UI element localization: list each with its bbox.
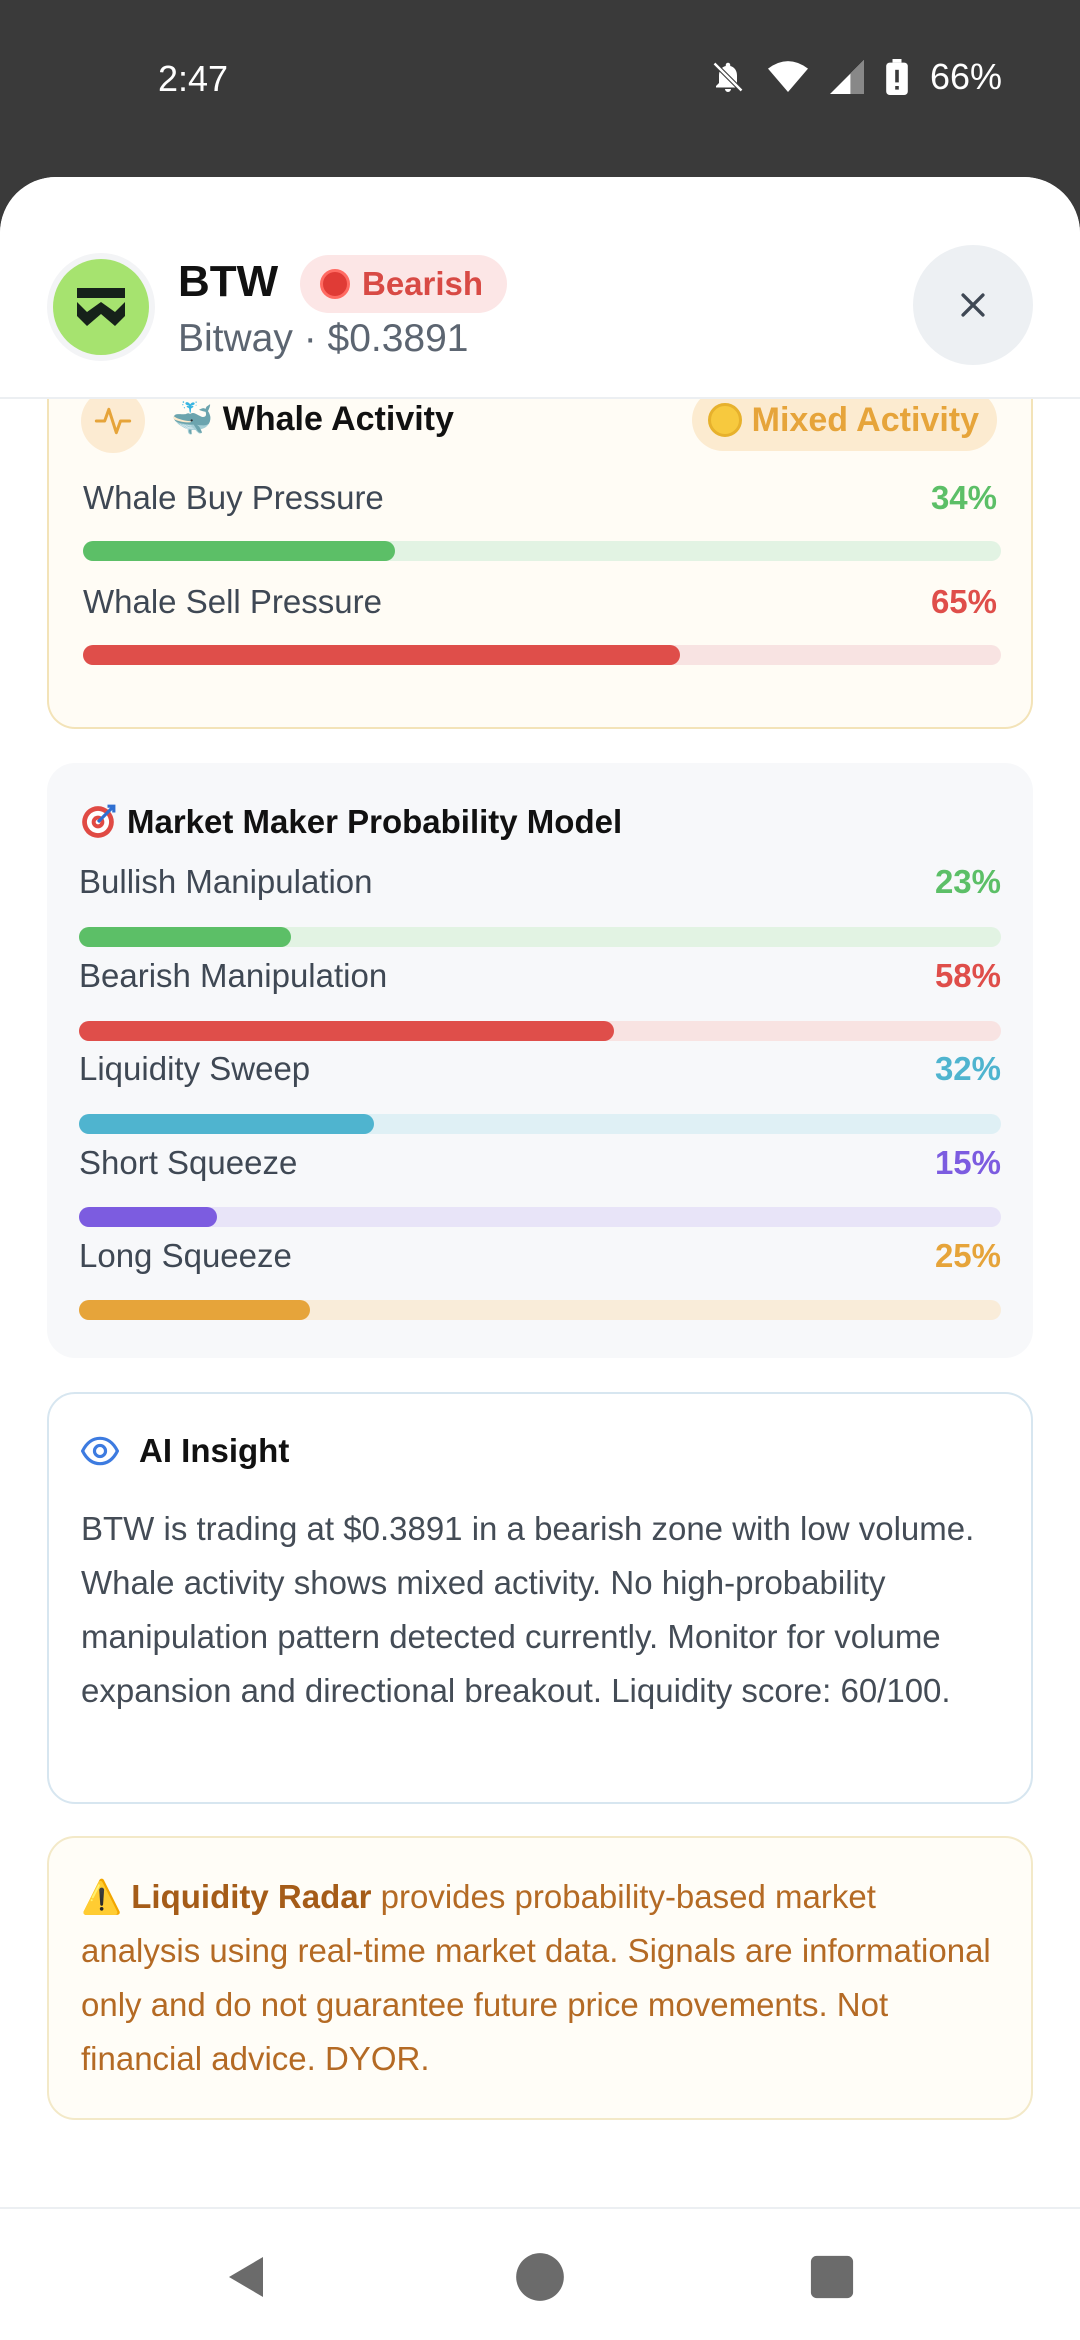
coin-logo-icon xyxy=(47,253,155,361)
mm-bullish-label: Bullish Manipulation xyxy=(79,863,373,900)
market-maker-model-card: Market Maker Probability Model Bullish M… xyxy=(47,763,1033,1358)
sentiment-badge: Bearish xyxy=(300,255,508,313)
whale-activity-card: 🐳 Whale Activity Mixed Activity Whale Bu… xyxy=(47,369,1033,729)
recents-square-icon xyxy=(810,2255,854,2299)
nav-recents-button[interactable] xyxy=(802,2247,862,2307)
mm-bullish-pct: 23% xyxy=(934,863,1001,900)
whale-buy-label: Whale Buy Pressure xyxy=(83,479,384,516)
warning-icon: ⚠️ xyxy=(81,1878,123,1915)
mm-bearish-label: Bearish Manipulation xyxy=(79,957,388,994)
mm-long-squeeze-label: Long Squeeze xyxy=(79,1237,292,1274)
whale-sell-pct: 65% xyxy=(930,583,997,620)
status-icons: 66% xyxy=(710,56,1002,98)
market-maker-title-label: Market Maker Probability Model xyxy=(127,803,623,840)
whale-sell-fill xyxy=(83,645,680,665)
sentiment-badge-label: Bearish xyxy=(362,265,484,302)
battery-icon xyxy=(886,59,908,95)
mm-bullish-fill xyxy=(79,927,292,947)
ai-insight-body: BTW is trading at $0.3891 in a bearish z… xyxy=(81,1510,975,1709)
mm-short-squeeze-label: Short Squeeze xyxy=(79,1144,298,1181)
mm-liquidity-sweep-fill xyxy=(79,1114,375,1134)
mm-long-squeeze-fill xyxy=(79,1300,310,1320)
mm-long-squeeze-track xyxy=(79,1300,1001,1320)
coin-ticker: BTW xyxy=(178,257,279,306)
yellow-circle-icon xyxy=(707,403,742,437)
bell-off-icon xyxy=(710,59,746,95)
mm-short-squeeze-fill xyxy=(79,1207,218,1227)
bottom-sheet: BTW Bearish Bitway · $0.3891 🐳 Whale Act… xyxy=(0,177,1080,2207)
whale-activity-badge-label: Mixed Activity xyxy=(751,400,979,439)
mm-liquidity-sweep-label: Liquidity Sweep xyxy=(79,1050,311,1087)
red-circle-icon xyxy=(320,269,350,299)
mm-liquidity-sweep-track xyxy=(79,1114,1001,1134)
ai-insight-title-label: AI Insight xyxy=(139,1432,290,1469)
whale-sell-track xyxy=(83,645,1001,665)
close-button[interactable] xyxy=(913,245,1033,365)
mm-short-squeeze-track xyxy=(79,1207,1001,1227)
ai-insight-card: AI Insight BTW is trading at $0.3891 in … xyxy=(47,1392,1033,1804)
whale-activity-title: 🐳 Whale Activity xyxy=(171,400,454,438)
wifi-icon xyxy=(767,59,808,95)
whale-activity-badge: Mixed Activity xyxy=(691,389,997,451)
nav-home-button[interactable] xyxy=(510,2247,570,2307)
disclaimer-text: ⚠️ Liquidity Radar provides probability-… xyxy=(81,1870,1001,2086)
mm-long-squeeze-pct: 25% xyxy=(934,1237,1001,1274)
eye-icon xyxy=(81,1436,119,1466)
battery-percent: 66% xyxy=(929,56,1002,97)
target-icon xyxy=(82,804,116,838)
ai-insight-title: AI Insight xyxy=(81,1432,289,1470)
mm-bearish-pct: 58% xyxy=(934,957,1001,994)
coin-subtitle: Bitway · $0.3891 xyxy=(178,317,469,360)
mm-bearish-track xyxy=(79,1021,1001,1041)
mm-bullish-track xyxy=(79,927,1001,947)
disclaimer-brand: Liquidity Radar xyxy=(131,1878,372,1915)
nav-back-button[interactable] xyxy=(217,2247,277,2307)
disclaimer-body: provides probability-based market analys… xyxy=(81,1878,991,2077)
activity-pulse-icon xyxy=(81,389,145,453)
system-nav-bar xyxy=(0,2207,1080,2340)
mm-liquidity-sweep-pct: 32% xyxy=(934,1050,1001,1087)
home-circle-icon xyxy=(516,2253,564,2301)
market-maker-title: Market Maker Probability Model xyxy=(79,803,622,841)
signal-icon xyxy=(829,59,864,95)
status-bar: 2:47 66% xyxy=(0,0,1080,170)
sheet-header: BTW Bearish Bitway · $0.3891 xyxy=(0,177,1080,399)
whale-buy-track xyxy=(83,541,1001,561)
mm-bearish-fill xyxy=(79,1021,614,1041)
close-icon xyxy=(961,293,985,317)
whale-sell-label: Whale Sell Pressure xyxy=(83,583,382,620)
back-triangle-icon xyxy=(229,2257,263,2297)
status-time: 2:47 xyxy=(158,58,229,99)
whale-buy-fill xyxy=(83,541,396,561)
whale-buy-pct: 34% xyxy=(930,479,997,516)
disclaimer-card: ⚠️ Liquidity Radar provides probability-… xyxy=(47,1836,1033,2120)
mm-short-squeeze-pct: 15% xyxy=(934,1144,1001,1181)
